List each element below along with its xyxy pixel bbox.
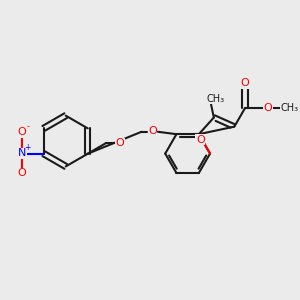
Text: O: O (116, 138, 124, 148)
Text: O: O (196, 135, 205, 145)
Text: O: O (241, 78, 250, 88)
Text: O: O (18, 127, 27, 137)
Text: CH₃: CH₃ (206, 94, 224, 103)
Text: +: + (24, 143, 31, 152)
Text: O: O (18, 169, 27, 178)
Text: O: O (264, 103, 272, 113)
Text: N: N (18, 148, 26, 158)
Text: O: O (148, 127, 157, 136)
Text: CH₃: CH₃ (280, 103, 299, 113)
Text: -: - (26, 122, 29, 131)
